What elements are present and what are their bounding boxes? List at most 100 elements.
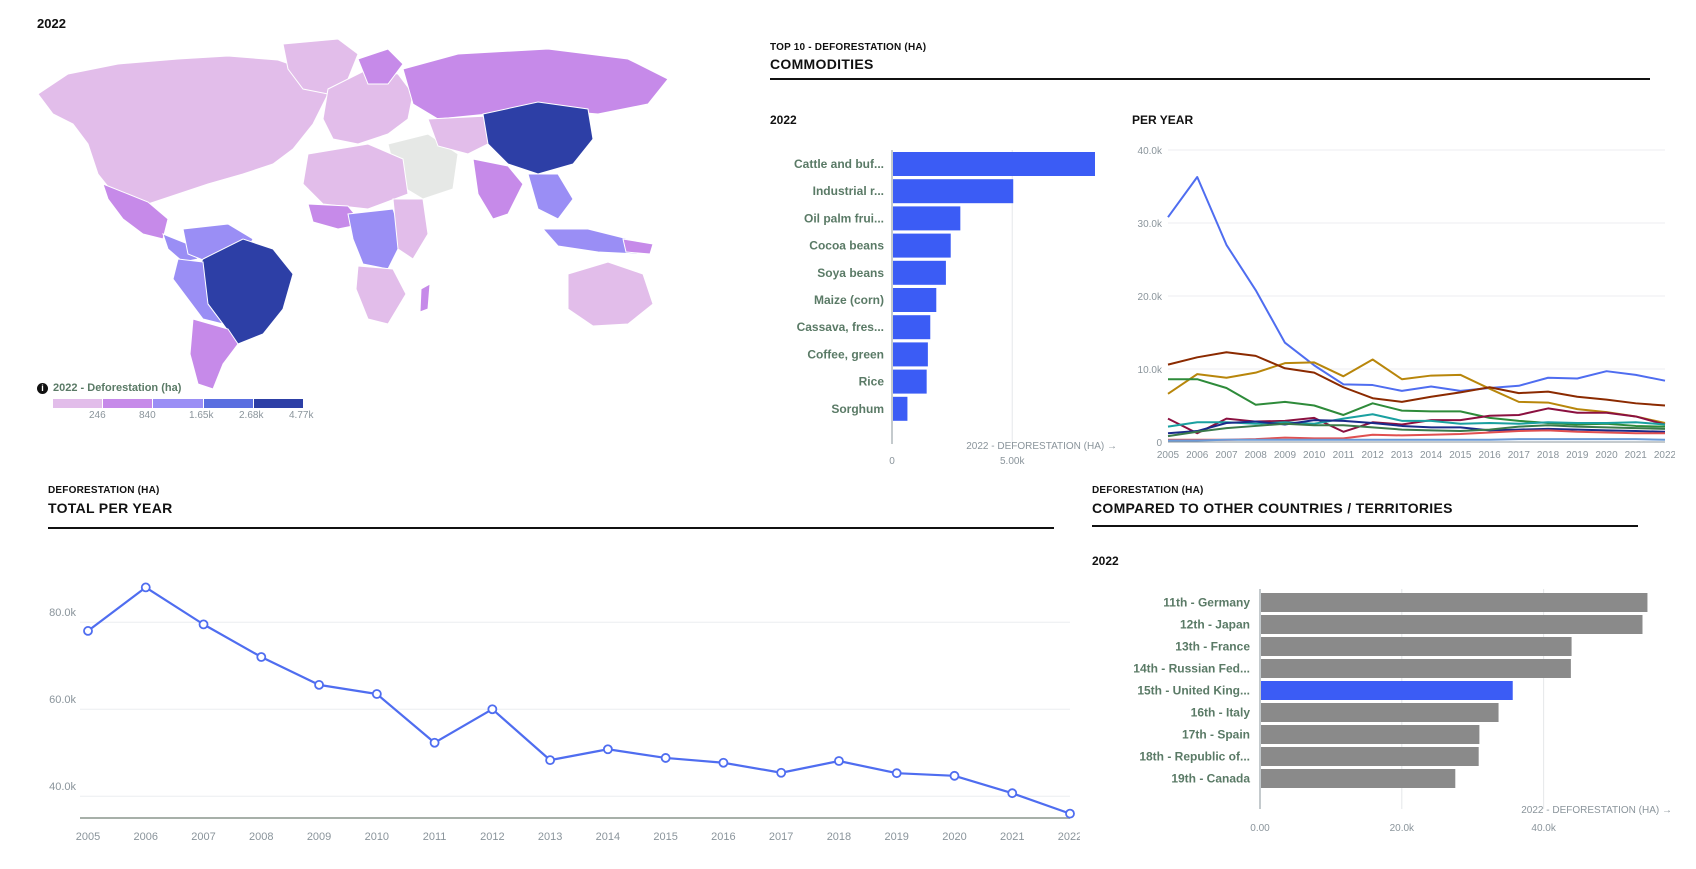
country-bar[interactable] [1261,681,1513,700]
category-label: Industrial r... [813,184,884,198]
data-point[interactable] [602,744,613,755]
data-point[interactable] [487,704,498,715]
country-label: 16th - Italy [1191,706,1251,720]
map-russia [402,48,669,120]
bar[interactable] [893,342,928,367]
x-tick-label: 2022 [1058,831,1080,840]
compare-supertitle: DEFORESTATION (HA) [1092,485,1204,496]
data-point[interactable] [834,756,844,766]
data-point[interactable] [545,755,556,766]
y-tick-label: 60.0k [49,694,76,706]
country-bar[interactable] [1261,593,1648,612]
country-bar[interactable] [1261,769,1456,788]
commodities-bar-year: 2022 [770,113,797,127]
bar[interactable] [893,179,1014,204]
map-madagascar [419,283,431,313]
compare-year: 2022 [1092,554,1119,568]
legend-swatch[interactable] [253,399,304,408]
map-southern-africa [355,265,407,325]
legend-swatch[interactable] [103,399,154,408]
data-point[interactable] [1007,788,1018,799]
x-tick-label: 2008 [1245,450,1268,461]
data-point[interactable] [198,619,209,630]
map-china [482,101,594,175]
series-line[interactable] [1167,413,1666,428]
data-point[interactable] [314,679,324,690]
bar[interactable] [893,369,927,394]
map-indonesia [541,228,639,255]
category-label: Maize (corn) [814,293,884,307]
data-point[interactable] [83,626,93,636]
series-line[interactable] [1167,176,1666,392]
data-point[interactable] [718,757,729,768]
commodities-per-year-chart[interactable]: 0 10.0k 20.0k 30.0k 40.0k 2005 2006 2007 2008 200… [1120,140,1675,470]
data-point[interactable] [949,770,960,781]
category-label: Sorghum [831,402,884,416]
y-tick-label: 40.0k [1138,146,1163,157]
bar[interactable] [893,288,937,312]
total-per-year-chart[interactable]: 40.0k 60.0k 80.0k 2005 2006 2007 2008 2009 2010 2… [40,560,1080,840]
category-label: Soya beans [817,266,884,280]
x-tick-label: 2021 [1000,831,1024,840]
data-point[interactable] [660,753,671,763]
x-tick-label: 2005 [1157,450,1180,461]
series-line[interactable] [1167,422,1666,438]
country-label: 11th - Germany [1163,596,1250,610]
bar[interactable] [893,260,946,285]
data-point[interactable] [140,582,151,593]
series-line[interactable] [1168,438,1666,442]
legend-swatch[interactable] [53,399,104,408]
category-label: Cattle and buf... [794,157,884,171]
data-point[interactable] [891,768,902,779]
data-point[interactable] [256,652,267,662]
x-tick-label: 2016 [711,831,735,840]
info-icon[interactable]: i [37,382,48,394]
bar[interactable] [893,233,951,258]
country-bar[interactable] [1261,747,1479,766]
legend-tick-label: 4.77k [289,410,314,421]
series-line[interactable] [1167,351,1666,407]
commodities-bar-chart[interactable]: Cattle and buf... Industrial r... Oil palm… [770,140,1120,470]
map-new-guinea [622,238,654,255]
y-tick-label: 40.0k [49,781,76,793]
legend-swatch[interactable] [153,399,204,408]
total-supertitle: DEFORESTATION (HA) [48,485,160,496]
y-tick-label: 20.0k [1138,292,1163,303]
country-bar[interactable] [1261,725,1480,744]
bar[interactable] [893,396,908,421]
country-bar[interactable] [1261,637,1572,656]
commodities-supertitle: TOP 10 - DEFORESTATION (HA) [770,42,927,53]
x-tick-label: 2006 [1186,450,1209,461]
total-series-line[interactable] [87,586,1071,815]
x-tick-label: 2019 [884,831,908,840]
commodities-line-title: PER YEAR [1132,113,1194,127]
series-line[interactable] [1167,419,1666,435]
country-bar[interactable] [1261,615,1643,634]
country-bar[interactable] [1261,703,1499,722]
data-point[interactable] [429,737,440,748]
country-label: 14th - Russian Fed... [1133,662,1250,676]
series-line[interactable] [1168,378,1666,428]
x-tick-label: 2021 [1625,450,1648,461]
x-axis-title: 2022 - DEFORESTATION (HA) → [1521,805,1672,816]
world-choropleth-map[interactable] [28,34,698,394]
x-tick-label: 2006 [134,831,158,840]
bar[interactable] [893,152,1095,176]
compare-divider [1092,525,1638,527]
series-line[interactable] [1167,358,1666,424]
data-point[interactable] [1065,808,1075,819]
bar[interactable] [893,206,961,231]
map-mexico [102,183,169,240]
country-bar[interactable] [1261,659,1571,678]
x-tick-label: 2015 [653,831,677,840]
legend-color-scale [53,399,304,408]
country-comparison-bar-chart[interactable]: 11th - Germany 12th - Japan 13th - France 1… [1092,585,1682,840]
data-point[interactable] [371,689,382,699]
legend-tick-label: 2.68k [239,410,264,421]
x-tick-label: 2020 [942,831,966,840]
legend-swatch[interactable] [203,399,254,408]
data-point[interactable] [776,767,787,778]
bar[interactable] [893,315,931,340]
x-tick-label: 2012 [480,831,504,840]
legend-tick-label: 1.65k [189,410,214,421]
